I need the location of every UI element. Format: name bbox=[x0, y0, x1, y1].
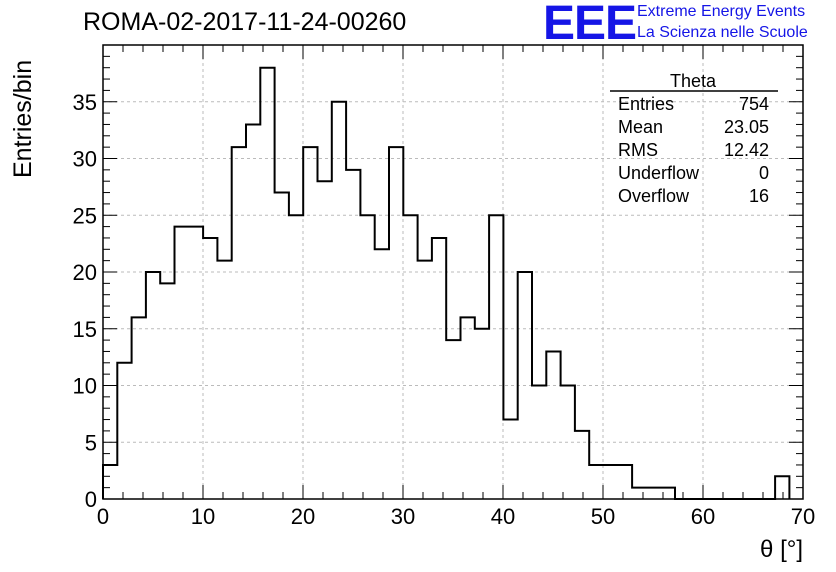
y-tick-label: 30 bbox=[73, 147, 97, 172]
brand-line-1: Extreme Energy Events bbox=[637, 3, 806, 20]
y-tick-label: 15 bbox=[73, 317, 97, 342]
stats-box-title: Theta bbox=[670, 71, 717, 91]
x-tick-label: 20 bbox=[291, 504, 315, 529]
y-tick-label: 5 bbox=[85, 430, 97, 455]
stats-value-rms: 12.42 bbox=[724, 140, 769, 160]
eee-logo: EEE bbox=[543, 0, 637, 50]
x-axis-title: θ [°] bbox=[760, 536, 803, 563]
tick-labels: 0 10 20 30 40 50 60 70 0 5 10 15 20 25 30 35 bbox=[73, 90, 816, 529]
run-title: ROMA-02-2017-11-24-00260 bbox=[83, 8, 407, 36]
stats-value-mean: 23.05 bbox=[724, 117, 769, 137]
histogram-series-theta bbox=[102, 66, 791, 500]
stats-value-entries: 754 bbox=[739, 94, 769, 114]
x-tick-label: 10 bbox=[191, 504, 215, 529]
x-tick-label: 40 bbox=[491, 504, 515, 529]
stats-value-overflow: 16 bbox=[749, 186, 769, 206]
x-tick-label: 0 bbox=[97, 504, 109, 529]
y-axis-title: Entries/bin bbox=[9, 60, 37, 178]
axis-ticks bbox=[102, 45, 804, 500]
x-tick-label: 70 bbox=[791, 504, 815, 529]
plot-frame bbox=[102, 44, 804, 500]
stats-label-rms: RMS bbox=[618, 140, 658, 160]
x-tick-label: 60 bbox=[691, 504, 715, 529]
stats-label-mean: Mean bbox=[618, 117, 663, 137]
y-tick-label: 20 bbox=[73, 260, 97, 285]
grid-lines bbox=[103, 45, 803, 499]
x-tick-label: 50 bbox=[591, 504, 615, 529]
x-tick-label: 30 bbox=[391, 504, 415, 529]
y-tick-label: 35 bbox=[73, 90, 97, 115]
stats-value-underflow: 0 bbox=[759, 163, 769, 183]
stats-label-overflow: Overflow bbox=[618, 186, 690, 206]
stats-label-entries: Entries bbox=[618, 94, 674, 114]
y-tick-label: 10 bbox=[73, 374, 97, 399]
y-tick-label: 0 bbox=[85, 487, 97, 512]
stats-label-underflow: Underflow bbox=[618, 163, 700, 183]
brand-line-2: La Scienza nelle Scuole bbox=[637, 24, 808, 41]
stats-box: Theta Entries 754 Mean 23.05 RMS 12.42 Underfl… bbox=[610, 71, 778, 206]
y-tick-label: 25 bbox=[73, 203, 97, 228]
